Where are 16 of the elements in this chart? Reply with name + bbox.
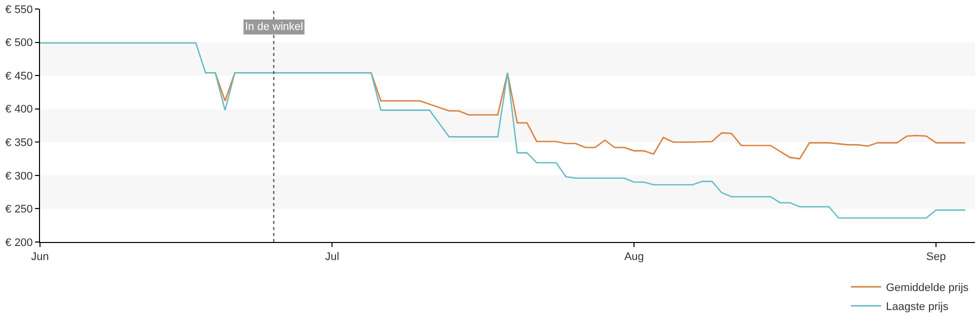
legend-label: Gemiddelde prijs [886,282,970,294]
y-tick-label: € 200 [5,236,33,249]
y-tick-label: € 450 [5,70,33,82]
x-tick-label: Jun [31,251,49,264]
y-tick-label: € 500 [5,37,33,50]
y-tick-label: € 400 [5,104,33,116]
y-tick-label: € 300 [5,170,33,182]
y-tick-label: € 250 [5,204,33,216]
x-tick-label: Jul [325,251,340,264]
line-series [40,42,966,219]
x-tick-label: Sep [926,251,946,264]
ref-line-label: In de winkel [245,21,304,33]
y-tick-label: € 550 [5,4,33,16]
x-tick-label: Aug [624,251,644,264]
y-tick-label: € 350 [5,136,33,149]
legend-label: Laagste prijs [886,301,949,314]
